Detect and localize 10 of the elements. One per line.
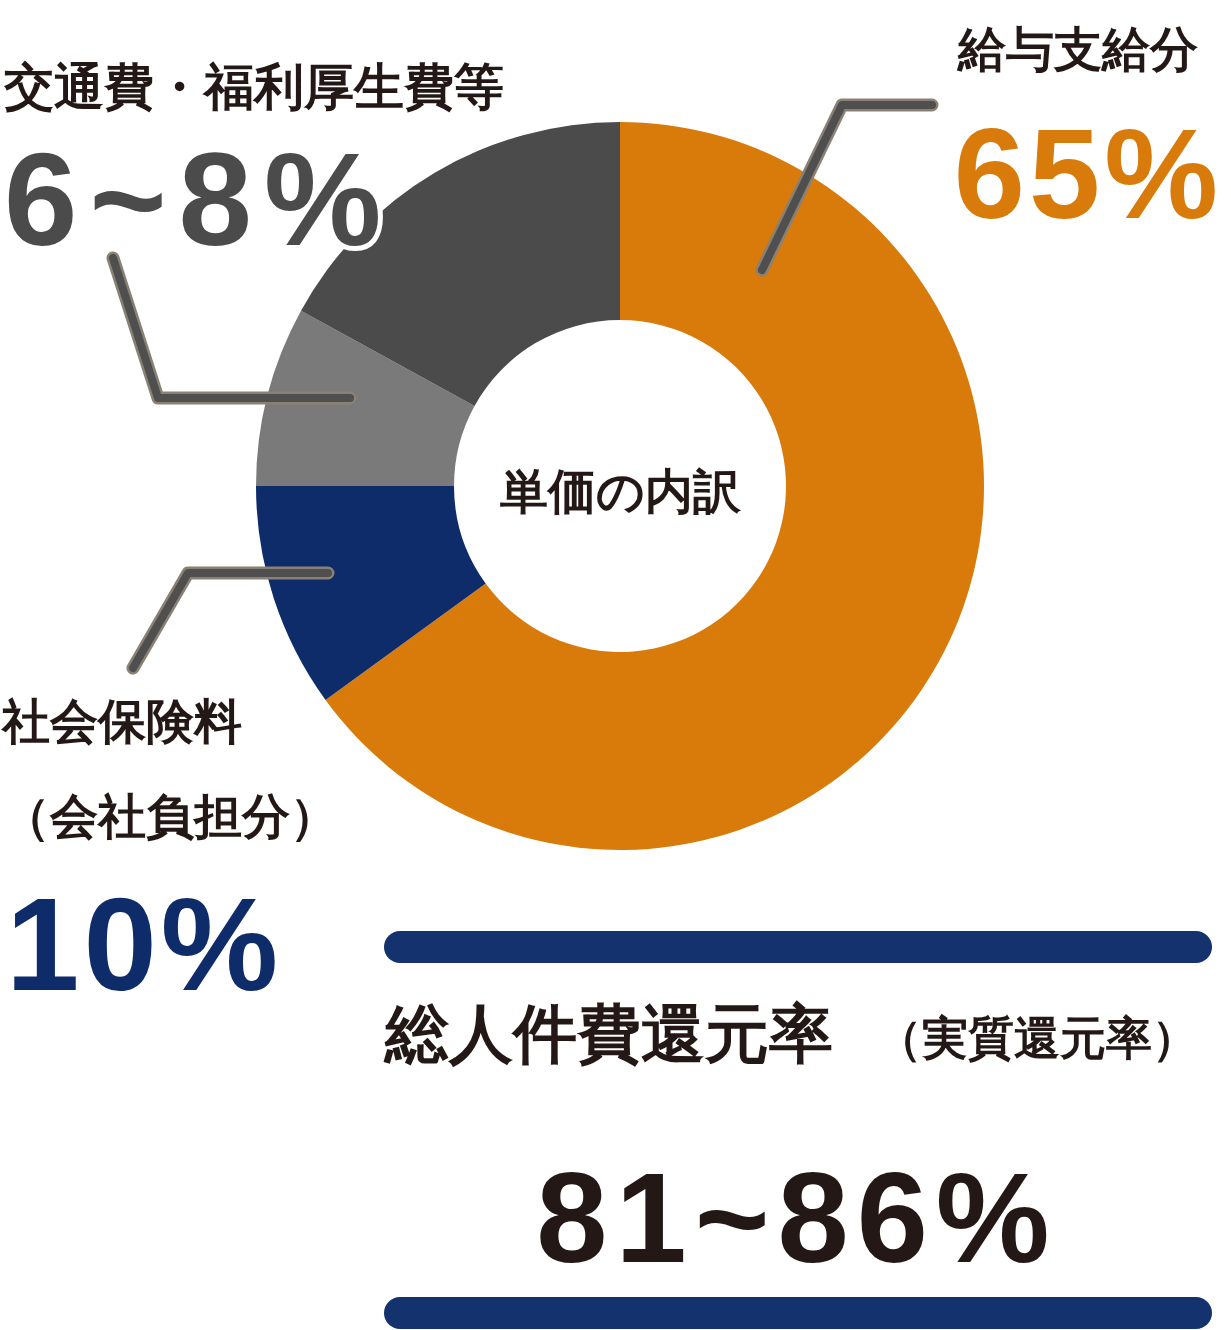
text: （実質還元率） <box>876 1011 1198 1065</box>
data-label: 10% <box>6 871 283 1018</box>
data-label: 65% <box>953 102 1222 245</box>
slice-label: 交通費・福利厚生費等 <box>3 58 504 116</box>
text: 総人件費還元率 <box>383 997 833 1071</box>
text: 81~86% <box>536 1146 1058 1289</box>
slice-label: 給与支給分 <box>956 21 1198 77</box>
data-label: 6~8% <box>4 126 394 273</box>
slice-label: 社会保険料（会社負担分） <box>0 693 338 844</box>
text: 単価の内訳 <box>499 463 742 519</box>
